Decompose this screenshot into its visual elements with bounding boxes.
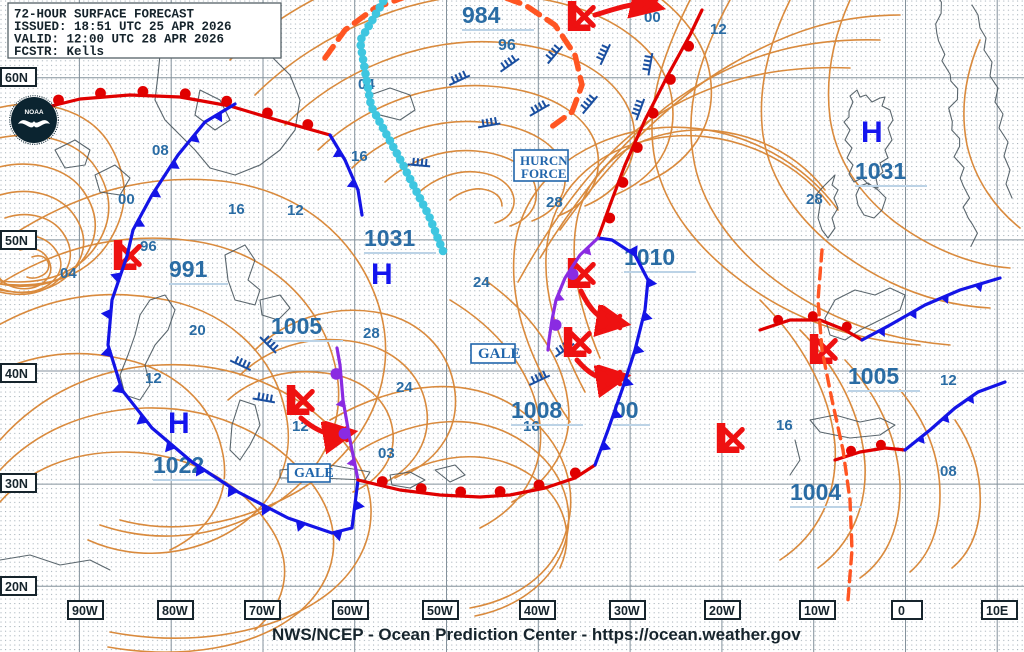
svg-text:16: 16 [776, 417, 793, 434]
svg-text:H: H [861, 116, 883, 149]
svg-text:28: 28 [363, 325, 380, 342]
svg-text:00: 00 [644, 9, 661, 26]
svg-text:08: 08 [152, 142, 169, 159]
svg-text:H: H [168, 407, 190, 440]
svg-text:1005: 1005 [271, 313, 322, 339]
svg-text:20W: 20W [709, 604, 735, 618]
svg-text:0: 0 [898, 604, 905, 618]
svg-text:1010: 1010 [624, 244, 675, 270]
svg-text:24: 24 [473, 274, 490, 291]
svg-text:20: 20 [189, 322, 206, 339]
svg-text:70W: 70W [249, 604, 275, 618]
svg-text:16: 16 [351, 148, 368, 165]
svg-text:GALE: GALE [478, 346, 521, 362]
svg-text:24: 24 [396, 379, 413, 396]
svg-text:50N: 50N [5, 234, 28, 248]
svg-text:03: 03 [378, 445, 395, 462]
svg-text:50W: 50W [427, 604, 453, 618]
svg-text:FORCE: FORCE [521, 166, 567, 181]
svg-text:40N: 40N [5, 367, 28, 381]
svg-text:16: 16 [228, 201, 245, 218]
svg-text:30N: 30N [5, 477, 28, 491]
svg-text:1004: 1004 [790, 479, 841, 505]
svg-text:12: 12 [145, 370, 162, 387]
svg-text:991: 991 [169, 256, 208, 282]
svg-text:08: 08 [940, 463, 957, 480]
svg-text:96: 96 [140, 238, 157, 255]
svg-text:00: 00 [118, 191, 135, 208]
svg-text:12: 12 [940, 372, 957, 389]
svg-text:10E: 10E [986, 604, 1008, 618]
svg-text:30W: 30W [614, 604, 640, 618]
svg-text:1031: 1031 [364, 225, 415, 251]
svg-text:96: 96 [498, 37, 516, 54]
svg-text:NWS/NCEP - Ocean Prediction Ce: NWS/NCEP - Ocean Prediction Center - htt… [272, 625, 801, 644]
svg-text:10W: 10W [804, 604, 830, 618]
svg-text:H: H [371, 258, 393, 291]
svg-text:60W: 60W [337, 604, 363, 618]
svg-text:28: 28 [546, 194, 563, 211]
svg-text:80W: 80W [162, 604, 188, 618]
svg-text:12: 12 [710, 21, 727, 38]
svg-text:60N: 60N [5, 71, 28, 85]
svg-text:12: 12 [287, 202, 304, 219]
svg-text:1031: 1031 [855, 158, 906, 184]
svg-text:1005: 1005 [848, 363, 899, 389]
svg-text:984: 984 [462, 2, 501, 28]
svg-text:40W: 40W [524, 604, 550, 618]
svg-text:90W: 90W [72, 604, 98, 618]
svg-text:GALE: GALE [294, 466, 334, 481]
svg-text:FCSTR: Kells: FCSTR: Kells [14, 45, 104, 59]
svg-text:NOAA: NOAA [24, 109, 43, 116]
svg-text:28: 28 [806, 191, 823, 208]
svg-text:04: 04 [60, 265, 77, 282]
svg-text:1008: 1008 [511, 397, 562, 423]
svg-text:20N: 20N [5, 580, 28, 594]
